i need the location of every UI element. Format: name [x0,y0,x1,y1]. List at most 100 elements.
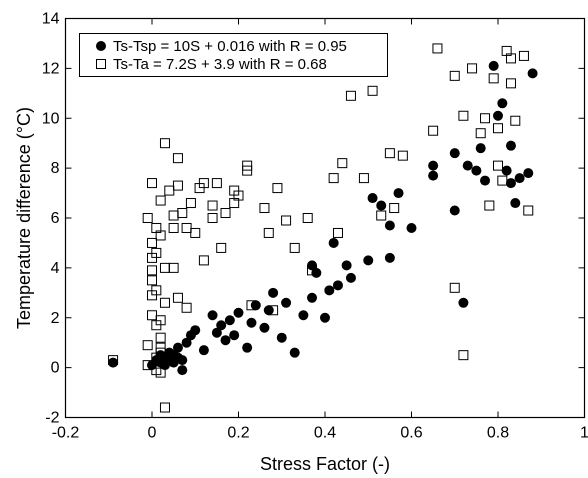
point-ts-tsp [250,300,261,311]
y-tick-label: 0 [51,360,60,377]
point-ts-tsp [108,357,119,368]
point-ts-ta [159,297,170,308]
point-ts-tsp [307,292,318,303]
point-ts-ta [389,203,400,214]
y-tick-label: 8 [51,160,60,177]
point-ts-tsp [523,168,534,179]
point-ts-ta [376,210,387,221]
point-ts-ta [449,282,460,293]
point-ts-ta [475,128,486,139]
x-axis-label: Stress Factor (-) [260,454,390,474]
point-ts-ta [151,285,162,296]
tick-labels: -0.2 0 0.2 0.4 0.6 0.8 1 -2 0 2 4 6 8 10 12 14 [42,11,588,442]
point-ts-ta [168,262,179,273]
point-ts-ta [155,195,166,206]
point-ts-tsp [311,267,322,278]
point-ts-ta [480,113,491,124]
point-ts-ta [467,63,478,74]
point-ts-tsp [216,320,227,331]
point-ts-tsp [211,327,222,338]
point-ts-tsp [384,220,395,231]
point-ts-tsp [341,260,352,271]
legend-label-series-2: Ts-Ta = 7.2S + 3.9 with R = 0.68 [113,56,327,73]
point-ts-ta [505,53,516,64]
point-ts-ta [155,367,166,378]
point-ts-ta [367,85,378,96]
point-ts-tsp [514,173,525,184]
point-ts-ta [493,160,503,171]
y-tick-label: 6 [51,210,60,227]
point-ts-tsp [259,322,270,333]
point-ts-ta [233,190,244,201]
point-ts-ta [345,90,356,101]
point-ts-tsp [324,285,335,296]
point-ts-ta [432,43,443,54]
point-ts-ta [151,247,162,258]
point-ts-tsp [428,160,439,171]
point-ts-ta [172,153,183,164]
point-ts-ta [458,350,469,361]
point-ts-tsp [393,188,404,199]
point-ts-tsp [527,68,538,79]
point-ts-ta [493,123,503,134]
point-ts-tsp [363,255,374,266]
point-ts-ta [272,183,283,194]
point-ts-tsp [207,310,218,321]
legend-marker-series-1 [96,41,106,51]
point-ts-tsp [242,342,253,353]
point-ts-tsp [471,165,482,176]
point-ts-ta [302,213,313,223]
point-ts-tsp [276,332,287,343]
y-tick-label: 2 [51,310,60,327]
y-tick-label: 10 [42,110,60,127]
point-ts-tsp [505,178,516,189]
point-ts-tsp [367,193,378,204]
point-ts-ta [147,178,157,189]
point-ts-ta [497,175,508,186]
point-ts-ta [428,125,439,136]
point-ts-ta [168,222,179,233]
legend: Ts-Tsp = 10S + 0.016 with R = 0.95 Ts-Ta… [79,33,388,77]
point-ts-tsp [462,160,473,171]
point-ts-tsp [332,280,343,291]
point-ts-ta [172,180,183,191]
point-ts-tsp [320,312,330,323]
point-ts-ta [458,110,469,121]
point-ts-ta [281,215,292,226]
point-ts-ta [207,200,218,211]
point-ts-ta [484,200,495,211]
point-ts-tsp [493,110,503,121]
point-ts-ta [181,222,192,233]
point-ts-tsp [177,365,188,376]
legend-box [79,33,388,77]
point-ts-ta [242,160,253,171]
point-ts-tsp [497,98,508,109]
point-ts-tsp [505,140,516,151]
point-ts-tsp [480,175,491,186]
point-ts-ta [177,208,188,219]
point-ts-tsp [246,317,257,328]
x-tick-label: -0.2 [52,425,80,442]
point-ts-ta [159,138,170,149]
point-ts-ta [518,50,529,61]
point-ts-tsp [263,305,274,316]
data-points [108,43,538,413]
point-ts-tsp [233,307,244,318]
point-ts-ta [147,275,157,286]
point-ts-ta [168,210,179,221]
axis-ticks [65,18,585,418]
point-ts-ta [181,302,192,313]
point-ts-tsp [510,198,521,209]
point-ts-ta [211,178,222,189]
y-tick-label: 14 [42,11,60,28]
point-ts-ta [155,230,166,241]
point-ts-ta [147,310,157,321]
point-ts-tsp [345,272,356,283]
point-ts-tsp [229,330,240,341]
point-ts-tsp [307,260,318,271]
point-ts-tsp [289,347,300,358]
point-ts-ta [185,198,196,209]
point-ts-tsp [488,60,499,71]
point-ts-tsp [172,342,183,353]
point-ts-tsp [428,170,439,181]
